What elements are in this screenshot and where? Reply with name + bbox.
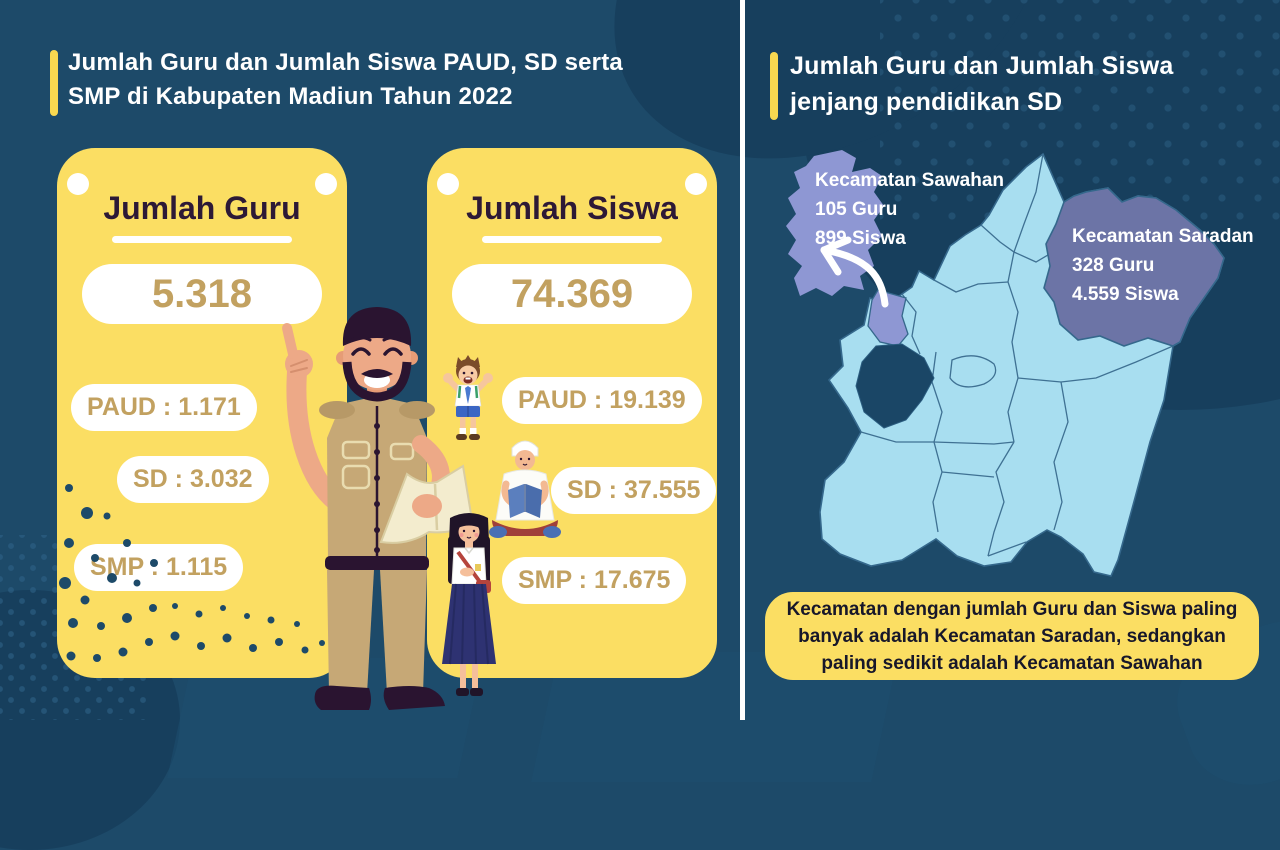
dots-decoration [59,484,325,662]
siswa-sd-value: SD : 37.555 [551,467,717,514]
saradan-label: Kecamatan Saradan 328 Guru 4.559 Siswa [1072,222,1254,309]
left-title-accent-bar [50,50,58,116]
right-title-line1: Jumlah Guru dan Jumlah Siswa [790,52,1174,80]
siswa-paud-value: PAUD : 19.139 [502,377,702,424]
left-title: Jumlah Guru dan Jumlah Siswa PAUD, SD se… [68,46,623,114]
siswa-smp-value: SMP : 17.675 [502,557,687,604]
siswa-card-title: Jumlah Siswa [466,190,678,226]
card-title-underline [482,236,662,243]
left-title-line1: Jumlah Guru dan Jumlah Siswa PAUD, SD se… [68,49,623,76]
conclusion-box: Kecamatan dengan jumlah Guru dan Siswa p… [765,592,1259,680]
arrow-icon [820,236,889,308]
card-title-underline [112,236,292,243]
student-reading-illustration [489,440,561,538]
guru-paud-value: PAUD : 1.171 [71,384,257,431]
section-divider [740,0,745,720]
student-cheering-illustration [443,355,493,440]
conclusion-line2: banyak adalah Kecamatan Saradan, sedangk… [798,625,1226,647]
sawahan-name: Kecamatan Sawahan [815,170,1005,191]
card-corner-circle [67,173,89,195]
siswa-total-value: 74.369 [452,264,692,324]
conclusion-line3: paling sedikit adalah Kecamatan Sawahan [821,652,1203,674]
right-title-line2: jenjang pendidikan SD [790,88,1063,116]
guru-card-title: Jumlah Guru [103,190,301,226]
card-corner-circle [437,173,459,195]
madiun-district-map [786,150,1225,577]
conclusion-line1: Kecamatan dengan jumlah Guru dan Siswa p… [786,598,1238,620]
guru-total-value: 5.318 [82,264,322,324]
saradan-guru: 328 Guru [1072,255,1155,276]
sawahan-siswa: 899 Siswa [815,228,906,249]
card-corner-circle [685,173,707,195]
left-title-line2: SMP di Kabupaten Madiun Tahun 2022 [68,83,513,110]
sawahan-guru: 105 Guru [815,199,898,220]
saradan-name: Kecamatan Saradan [1072,226,1254,247]
saradan-siswa: 4.559 Siswa [1072,284,1179,305]
sawahan-label: Kecamatan Sawahan 105 Guru 899 Siswa [815,166,1004,253]
student-girl-illustration [442,513,496,696]
right-title: Jumlah Guru dan Jumlah Siswa jenjang pen… [790,48,1173,120]
guru-card: Jumlah Guru 5.318 PAUD : 1.171 SD : 3.03… [57,148,347,678]
siswa-card: Jumlah Siswa 74.369 PAUD : 19.139 SD : 3… [427,148,717,678]
guru-sd-value: SD : 3.032 [117,456,269,503]
guru-smp-value: SMP : 1.115 [74,544,244,591]
card-corner-circle [315,173,337,195]
right-title-accent-bar [770,52,778,120]
dots-decoration [880,0,1280,230]
